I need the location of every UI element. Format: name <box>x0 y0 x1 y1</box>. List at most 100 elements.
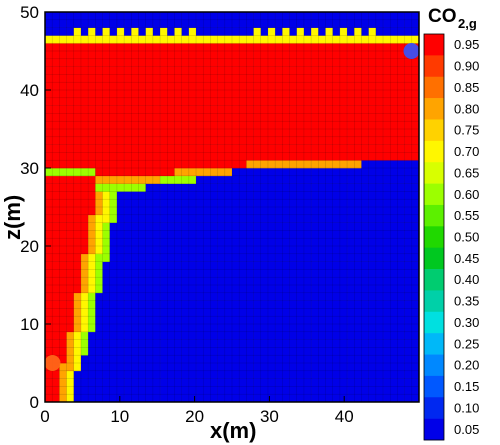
field-cell <box>289 90 298 99</box>
field-cell <box>368 27 377 36</box>
field-cell <box>232 308 240 317</box>
field-cell <box>275 246 283 255</box>
field-cell <box>232 269 240 278</box>
field-cell <box>253 355 262 364</box>
field-cell <box>404 261 413 270</box>
field-cell <box>411 222 419 231</box>
field-cell <box>368 19 377 28</box>
field-cell <box>59 66 67 75</box>
field-cell <box>383 35 391 44</box>
field-cell <box>318 246 326 255</box>
field-cell <box>332 97 341 106</box>
field-cell <box>73 97 82 106</box>
field-cell <box>102 238 111 247</box>
field-cell <box>347 97 355 106</box>
field-cell <box>59 246 67 255</box>
field-cell <box>397 90 405 99</box>
field-cell <box>282 191 290 200</box>
field-cell <box>203 113 211 122</box>
field-cell <box>217 51 226 60</box>
field-cell <box>368 82 377 91</box>
field-cell <box>289 386 298 395</box>
field-cell <box>188 253 197 262</box>
field-cell <box>397 339 405 348</box>
field-cell <box>116 331 125 340</box>
field-cell <box>282 152 290 161</box>
field-cell <box>52 261 60 270</box>
field-cell <box>188 394 197 402</box>
field-cell <box>167 316 175 325</box>
field-cell <box>318 19 326 28</box>
field-cell <box>224 121 233 130</box>
field-cell <box>124 207 132 216</box>
field-cell <box>181 222 190 231</box>
field-cell <box>181 355 190 364</box>
field-cell <box>116 90 125 99</box>
field-cell <box>404 152 413 161</box>
field-cell <box>66 285 75 294</box>
field-cell <box>253 175 262 184</box>
field-cell <box>354 168 362 177</box>
field-cell <box>109 316 118 325</box>
field-cell <box>404 19 413 28</box>
field-cell <box>59 199 67 208</box>
field-cell <box>267 160 276 169</box>
field-cell <box>397 394 405 402</box>
field-cell <box>311 175 319 184</box>
field-cell <box>318 238 326 247</box>
field-cell <box>260 12 269 21</box>
field-cell <box>339 152 348 161</box>
field-cell <box>375 19 384 28</box>
field-cell <box>397 19 405 28</box>
field-cell <box>267 74 276 83</box>
field-cell <box>368 331 377 340</box>
field-cell <box>59 292 67 301</box>
field-cell <box>145 316 154 325</box>
field-cell <box>339 168 348 177</box>
field-cell <box>289 27 298 36</box>
field-cell <box>196 66 204 75</box>
field-cell <box>311 82 319 91</box>
field-cell <box>116 394 125 402</box>
field-cell <box>318 35 326 44</box>
field-cell <box>203 253 211 262</box>
field-cell <box>124 191 132 200</box>
field-cell <box>152 175 161 184</box>
field-cell <box>188 378 197 387</box>
field-cell <box>339 19 348 28</box>
field-cell <box>390 121 398 130</box>
field-cell <box>152 160 161 169</box>
field-cell <box>152 238 161 247</box>
field-cell <box>210 246 218 255</box>
field-cell <box>217 324 226 333</box>
field-cell <box>131 261 139 270</box>
field-cell <box>296 308 305 317</box>
field-cell <box>404 121 413 130</box>
field-cell <box>160 277 168 286</box>
field-cell <box>160 253 168 262</box>
field-cell <box>332 58 341 67</box>
field-cell <box>354 253 362 262</box>
field-cell <box>73 113 82 122</box>
field-cell <box>325 230 333 239</box>
field-cell <box>152 97 161 106</box>
field-cell <box>196 277 204 286</box>
field-cell <box>232 300 240 309</box>
field-cell <box>224 199 233 208</box>
field-cell <box>52 199 60 208</box>
field-cell <box>404 136 413 145</box>
field-cell <box>354 175 362 184</box>
field-cell <box>167 214 175 223</box>
field-cell <box>66 97 75 106</box>
field-cell <box>138 97 146 106</box>
field-cell <box>224 238 233 247</box>
field-cell <box>332 214 341 223</box>
field-cell <box>390 12 398 21</box>
field-cell <box>73 207 82 216</box>
field-cell <box>339 129 348 138</box>
field-cell <box>375 222 384 231</box>
field-cell <box>296 58 305 67</box>
field-cell <box>109 308 118 317</box>
field-cell <box>325 129 333 138</box>
field-cell <box>210 27 218 36</box>
